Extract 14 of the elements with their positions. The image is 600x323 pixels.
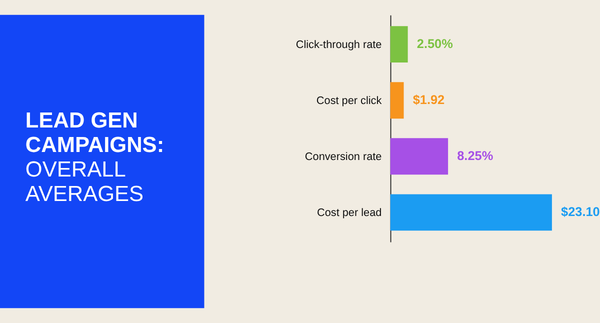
data-label: $1.92 [412,92,445,107]
y-tick-label: Cost per lead [317,207,382,220]
data-label: 2.50% [416,36,453,51]
y-tick-label: Click-through rate [296,38,382,51]
data-label: $23.10 [561,205,600,220]
text: OVERALL AVERAGES [25,156,144,206]
bar [390,194,552,231]
data-label: 8.25% [457,149,494,164]
bar [390,82,404,119]
bar [390,26,408,63]
y-tick-label: Cost per click [316,94,382,107]
bar [390,138,448,175]
text: LEAD GEN CAMPAIGNS: [25,107,164,157]
y-tick-label: Conversion rate [304,151,382,164]
